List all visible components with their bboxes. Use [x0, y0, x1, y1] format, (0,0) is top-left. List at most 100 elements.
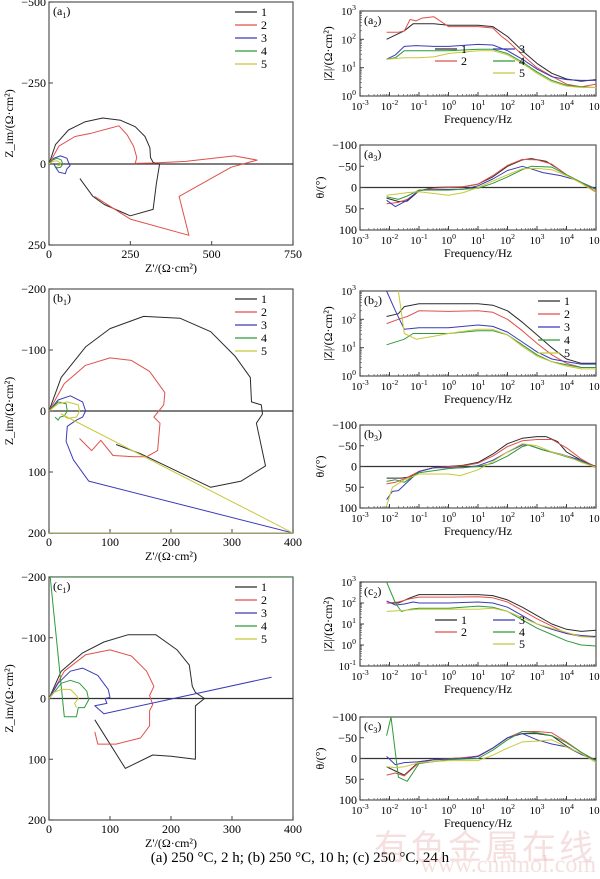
series-4-line — [386, 165, 596, 200]
y-axis-label: θ/(°) — [313, 748, 327, 770]
x-tick-label: 10-3 — [351, 668, 369, 683]
x-tick-label: 200 — [162, 535, 180, 549]
x-tick-label: 104 — [559, 802, 574, 817]
x-tick-label: 10-2 — [381, 668, 399, 683]
x-tick-label: 750 — [284, 247, 302, 261]
panel-label: (a2) — [364, 13, 381, 29]
x-tick-label: 103 — [530, 98, 545, 113]
x-tick-label: 105 — [589, 98, 600, 113]
y-axis-label: Z_im/(Ω·cm²) — [2, 377, 16, 446]
y-axis-label: θ/(°) — [313, 177, 327, 199]
legend-label-2: 2 — [564, 307, 570, 321]
x-tick-label: 10-3 — [351, 98, 369, 113]
x-tick-label: 10-2 — [381, 802, 399, 817]
x-tick-label: 104 — [559, 378, 574, 393]
series-5-line — [386, 739, 596, 769]
y-tick-label: −50 — [338, 159, 357, 173]
series-3-line — [386, 43, 596, 81]
y-tick-label: 50 — [345, 772, 357, 786]
series-group — [49, 117, 258, 236]
x-axis-label: Z'/(Ω·cm²) — [145, 549, 197, 563]
y-tick-label: 100 — [339, 223, 357, 237]
series-3-line — [386, 291, 596, 365]
legend-label-5: 5 — [261, 632, 267, 646]
chart-c2: 10-3 10-2 10-1 100 101 102 103 104 105 10-1 100 101… — [321, 574, 600, 696]
y-tick-label: 0 — [40, 404, 46, 418]
series-4-line — [49, 401, 68, 421]
series-3-line — [386, 600, 596, 638]
legend-label-1: 1 — [564, 294, 570, 308]
y-tick-label: 200 — [28, 526, 46, 540]
x-tick-label: 10-3 — [351, 232, 369, 247]
plot-frame — [48, 1, 294, 246]
x-tick-label: 103 — [530, 510, 545, 525]
y-tick-label: −200 — [21, 570, 46, 584]
chart-b3: 10-3 10-2 10-1 100 101 102 103 104 105 −100 −50 0 50… — [313, 418, 600, 538]
figure-caption: (a) 250 °C, 2 h; (b) 250 °C, 10 h; (c) 2… — [150, 850, 450, 866]
x-tick-label: 100 — [441, 98, 456, 113]
legend-label-3: 3 — [519, 613, 525, 627]
legend-label-3: 3 — [261, 318, 267, 332]
series-group — [49, 577, 293, 769]
series-4-line — [386, 717, 596, 782]
series-1-line — [386, 23, 596, 82]
y-tick-label: −250 — [21, 76, 46, 90]
y-tick-label: 50 — [345, 480, 357, 494]
legend-label-4: 4 — [519, 54, 525, 68]
y-axis-label: θ/(°) — [313, 456, 327, 478]
y-tick-label: 50 — [345, 202, 357, 216]
x-tick-label: 10-2 — [381, 232, 399, 247]
x-tick-label: 104 — [559, 668, 574, 683]
y-tick-label: −100 — [332, 138, 357, 152]
series-2-line — [49, 649, 155, 745]
chart-b1: 0 100 200 300 400−200−1000100200Z'/(Ω·cm²)Z_… — [2, 282, 302, 563]
series-4-line — [386, 330, 596, 368]
y-tick-label: 0 — [351, 752, 357, 766]
x-tick-label: 105 — [589, 232, 600, 247]
y-tick-label: 0 — [40, 692, 46, 706]
series-1-line — [386, 303, 596, 364]
legend-label-4: 4 — [261, 44, 267, 58]
x-tick-label: 10-2 — [381, 98, 399, 113]
x-tick-label: 200 — [162, 822, 180, 836]
x-tick-label: 10-1 — [410, 802, 428, 817]
y-tick-label: 100 — [339, 793, 357, 807]
chart-c1: 0 100 200 300 400−200−1000100200Z'/(Ω·cm²)Z_… — [2, 570, 302, 850]
y-axis-label: |Z|/(Ω·cm²) — [321, 306, 335, 361]
y-tick-label: 0 — [351, 181, 357, 195]
x-tick-label: 101 — [471, 98, 486, 113]
chart-b2: 10-3 10-2 10-1 100 101 102 103 104 105 100 101 102 1… — [321, 283, 600, 406]
series-5-line — [49, 160, 61, 167]
y-tick-label: −100 — [332, 710, 357, 724]
legend-label-2: 2 — [461, 625, 467, 639]
panel-label: (c2) — [364, 584, 381, 600]
legend-label-5: 5 — [519, 637, 525, 651]
series-5-line — [386, 443, 596, 507]
x-tick-label: 10-1 — [410, 378, 428, 393]
y-tick-label: 100 — [28, 465, 46, 479]
panel-label: (b1) — [53, 291, 71, 307]
chart-a3: 10-3 10-2 10-1 100 101 102 103 104 105 −100 −50 0 50… — [313, 138, 600, 260]
panel-label: (a1) — [53, 4, 70, 20]
y-axis-label: Z_im/(Ω·cm²) — [2, 89, 16, 158]
legend-label-3: 3 — [564, 320, 570, 334]
legend-label-1: 1 — [261, 292, 267, 306]
series-5-line — [386, 607, 596, 639]
x-tick-label: 102 — [500, 98, 515, 113]
legend-label-4: 4 — [261, 331, 267, 345]
x-tick-label: 105 — [589, 802, 600, 817]
legend-label-5: 5 — [261, 57, 267, 71]
x-tick-label: 10-1 — [410, 98, 428, 113]
series-1-line — [49, 117, 161, 217]
y-tick-label: 102 — [341, 311, 356, 326]
y-tick-label: 101 — [341, 60, 356, 75]
x-tick-label: 100 — [101, 535, 119, 549]
series-4-line — [386, 582, 596, 647]
series-4-line — [386, 48, 596, 88]
x-tick-label: 101 — [471, 668, 486, 683]
x-tick-label: 105 — [589, 510, 600, 525]
